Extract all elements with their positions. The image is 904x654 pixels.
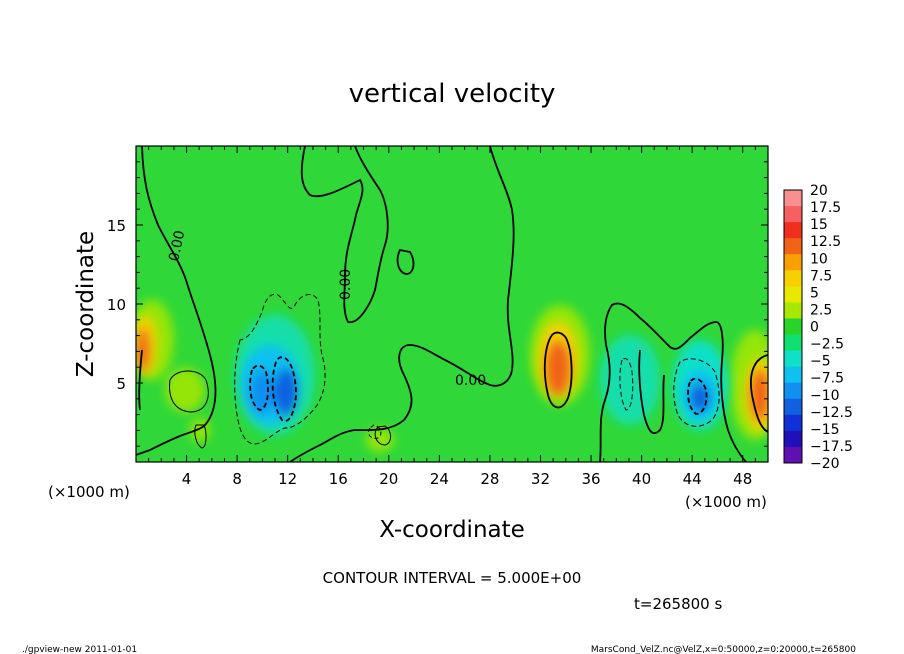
x-tick-label: 12: [278, 470, 297, 488]
footer-left: ./gpview-new 2011-01-01: [22, 645, 137, 654]
colorbar-label: 0: [810, 320, 819, 336]
y-tick-label: 15: [107, 217, 126, 235]
colorbar-swatch: [784, 446, 802, 464]
colorbar-label: 15: [810, 217, 828, 233]
contour-label: 0.00: [166, 229, 188, 263]
colorbar-label: 20: [810, 183, 828, 199]
x-tick-label: 4: [182, 470, 192, 488]
x-tick-label: 24: [430, 470, 449, 488]
colorbar-label: −15: [810, 422, 840, 438]
colorbar-swatch: [784, 318, 802, 336]
plot-area: 0.00 0.00 0.00: [135, 145, 769, 463]
y-axis: 5 10 15: [107, 145, 768, 463]
x-axis-label: X-coordinate: [379, 517, 525, 543]
chart-title: vertical velocity: [349, 79, 556, 109]
colorbar-label: 17.5: [810, 200, 841, 216]
y-tick-label: 10: [107, 296, 126, 314]
strong-updraft-zones: [136, 315, 768, 431]
x-unit-left: (×1000 m): [48, 483, 130, 501]
colorbar-swatch: [784, 366, 802, 384]
colorbar-swatch: [784, 350, 802, 368]
colorbar-label: −2.5: [810, 337, 844, 353]
x-unit-right: (×1000 m): [685, 493, 767, 511]
x-tick-label: 16: [329, 470, 348, 488]
colorbar-label: 2.5: [810, 302, 832, 318]
contour-label: 0.00: [338, 269, 354, 300]
x-tick-label: 40: [632, 470, 651, 488]
x-tick-label: 20: [379, 470, 398, 488]
colorbar-label: 7.5: [810, 268, 832, 284]
colorbar-label: −20: [810, 456, 840, 472]
x-tick-label: 48: [733, 470, 752, 488]
x-axis: 4 8 12 16 20 24 28 32 36 40 44 48: [135, 146, 769, 488]
colorbar-swatch: [784, 190, 802, 207]
colorbar-label: 12.5: [810, 234, 841, 250]
x-tick-label: 8: [232, 470, 242, 488]
y-tick-label: 5: [116, 375, 126, 393]
x-tick-label: 36: [581, 470, 600, 488]
colorbar-label: −12.5: [810, 405, 853, 421]
x-tick-label: 32: [531, 470, 550, 488]
colorbar-label: −5: [810, 354, 831, 370]
colorbar-label: −10: [810, 388, 840, 404]
contour-interval: CONTOUR INTERVAL = 5.000E+00: [323, 569, 582, 587]
contour-labels: 0.00 0.00 0.00: [166, 229, 486, 389]
x-tick-label: 28: [480, 470, 499, 488]
colorbar-swatch: [784, 270, 802, 287]
colorbar-swatch: [784, 414, 802, 432]
colorbar-swatch: [784, 398, 802, 416]
colorbar-label: −7.5: [810, 371, 844, 387]
colorbar-label: 5: [810, 285, 819, 301]
colorbar-label: 10: [810, 251, 828, 267]
footer-right: MarsCond_VelZ.nc@VelZ,x=0:50000,z=0:2000…: [591, 645, 856, 654]
velocity-field: [136, 146, 768, 462]
contour-label: 0.00: [455, 373, 486, 389]
colorbar-swatch: [784, 206, 802, 223]
time-label: t=265800 s: [634, 595, 722, 613]
colorbar-swatch: [784, 430, 802, 448]
colorbar-swatch: [784, 254, 802, 271]
colorbar-swatch: [784, 302, 802, 319]
colorbar-frame: [783, 189, 803, 464]
colorbar-swatch: [784, 382, 802, 400]
contour-lines: [136, 146, 768, 462]
x-tick-label: 44: [683, 470, 702, 488]
colorbar-swatch: [784, 334, 802, 352]
colorbar-swatch: [784, 286, 802, 303]
colorbar-swatch: [784, 222, 802, 239]
colorbar-label: −17.5: [810, 439, 853, 455]
colorbar-swatch: [784, 238, 802, 255]
y-axis-label: Z-coordinate: [73, 231, 99, 377]
